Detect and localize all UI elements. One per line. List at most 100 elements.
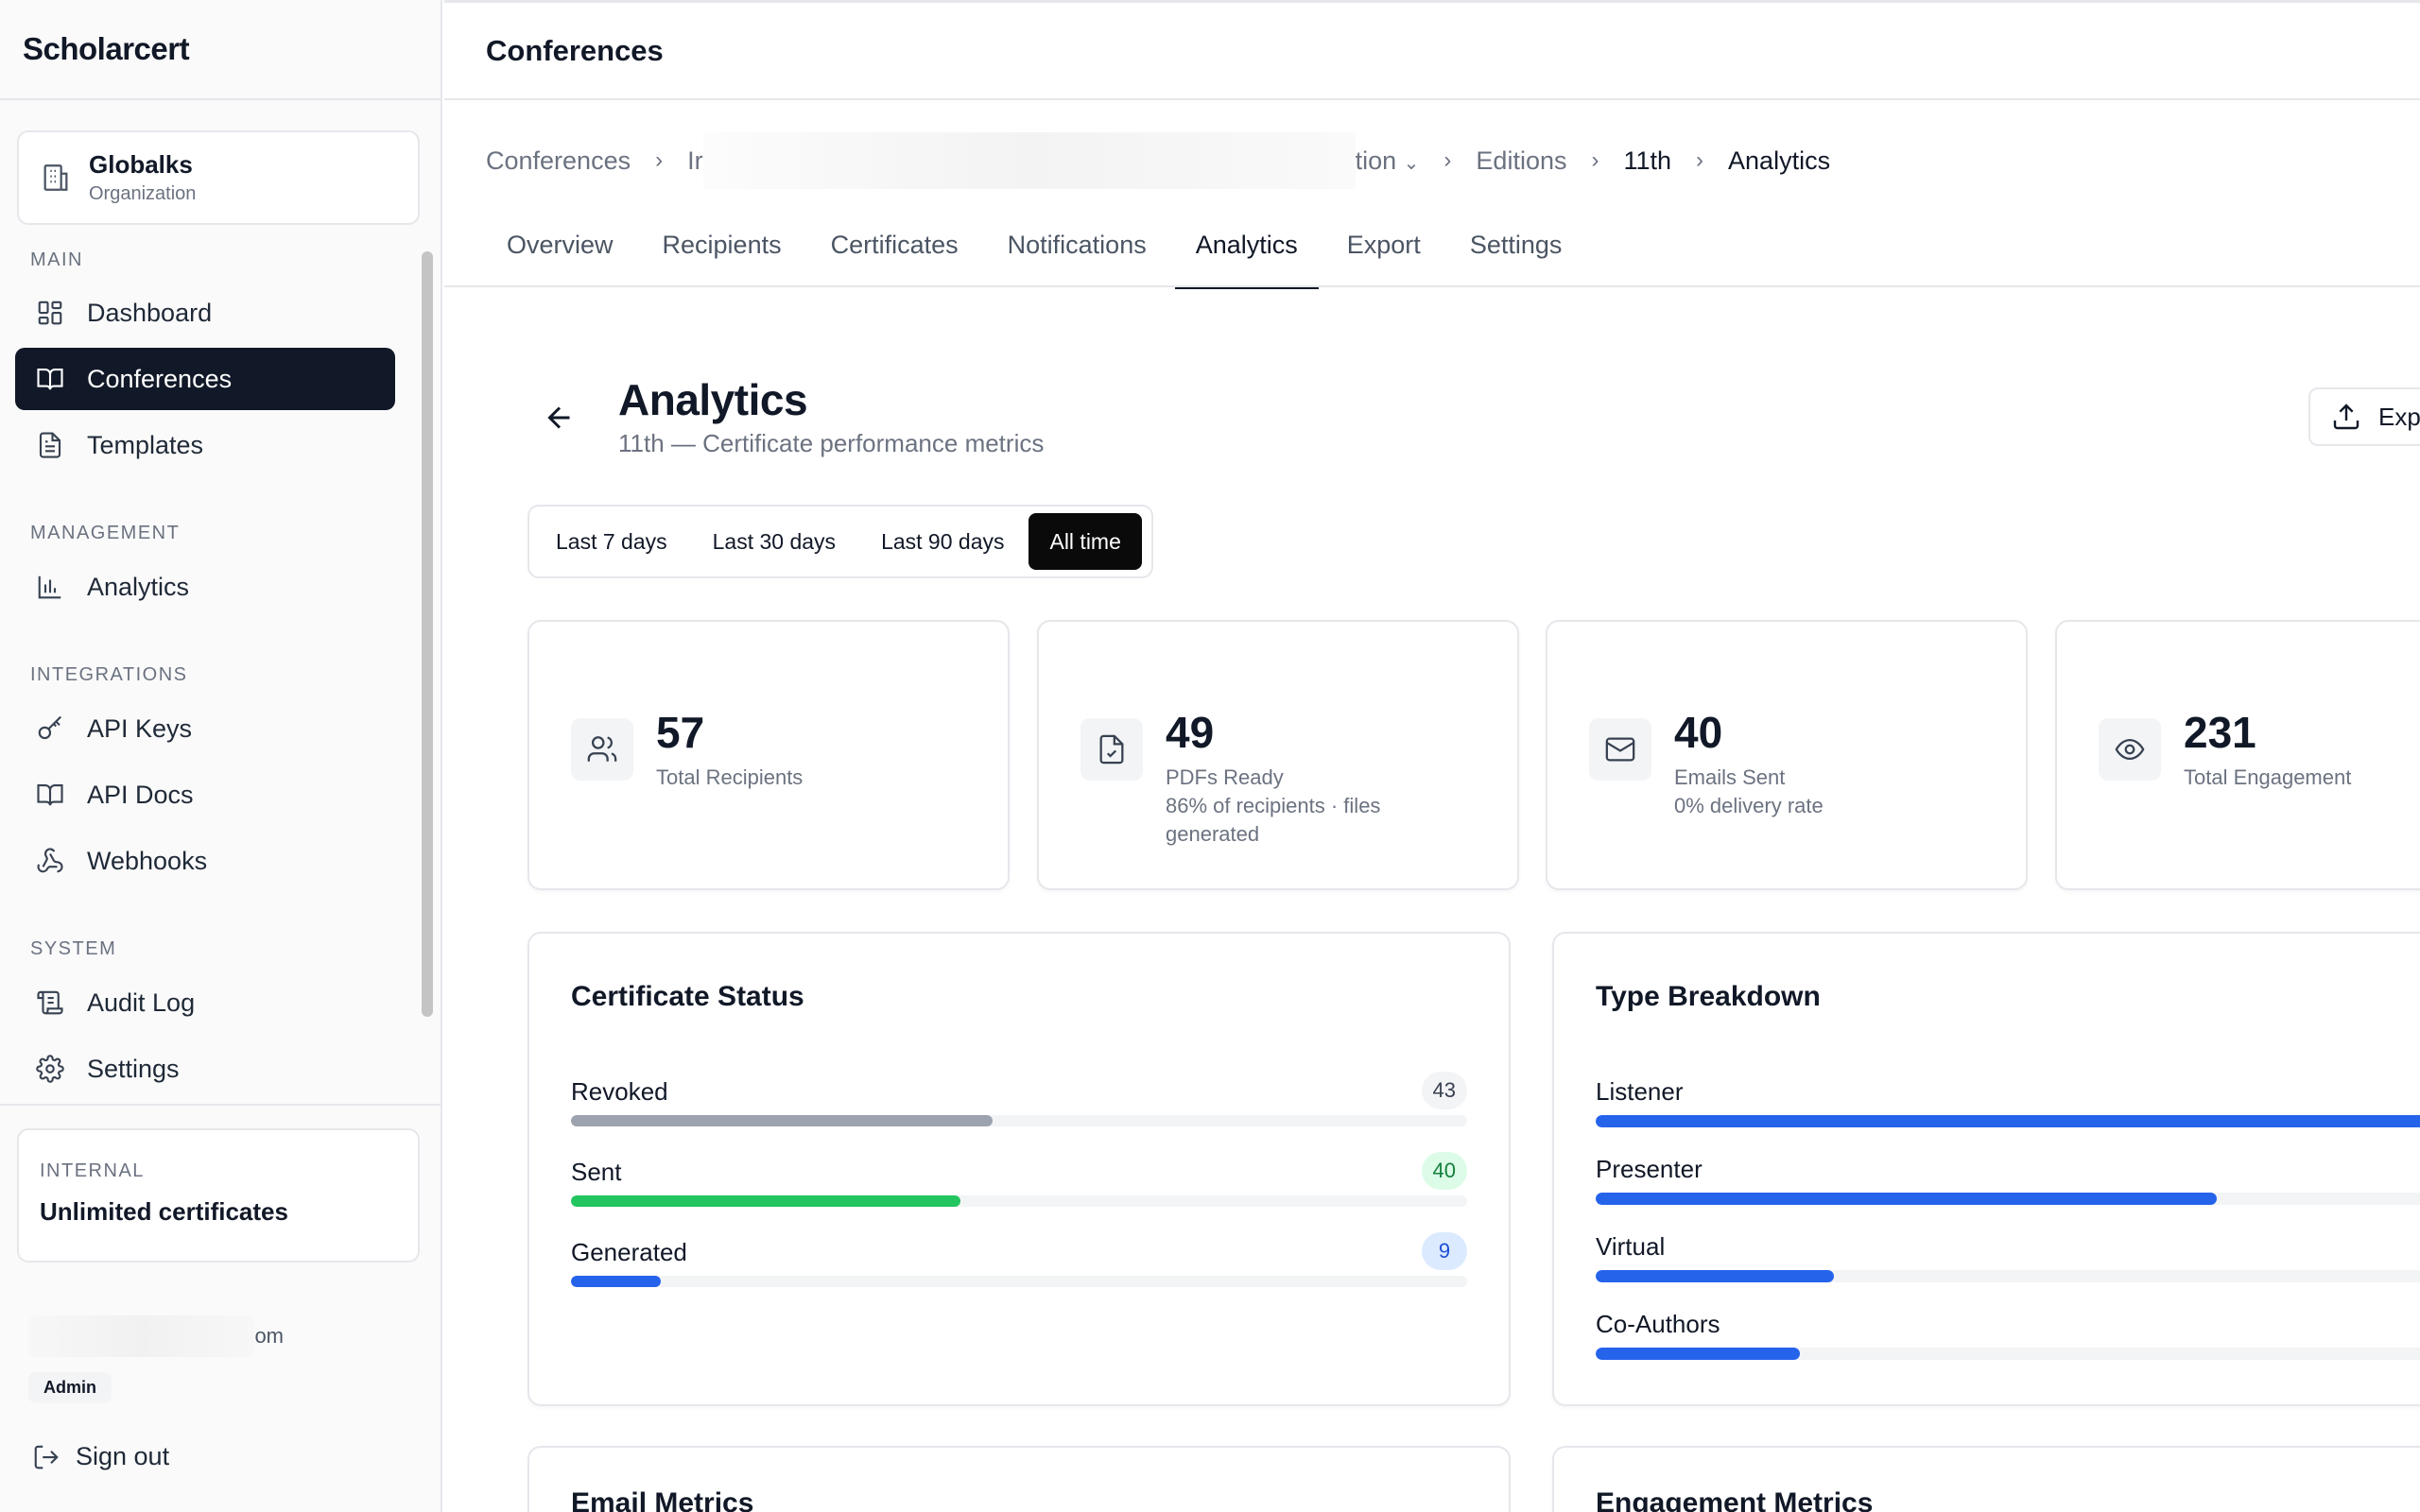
tab-export[interactable]: Export — [1346, 231, 1421, 259]
tabs-divider — [444, 285, 2420, 287]
sidebar-item-label: Webhooks — [87, 846, 208, 875]
breadcrumb-item-edition-dropdown[interactable]: tion ⌄ — [1355, 146, 1420, 175]
upload-icon — [2333, 404, 2360, 430]
section-label-management: MANAGEMENT — [30, 523, 181, 543]
back-arrow-icon[interactable] — [543, 401, 577, 435]
sidebar-item-api-keys[interactable]: API Keys — [15, 697, 395, 760]
export-button[interactable]: Exp — [2308, 387, 2420, 446]
range-last-90-days[interactable]: Last 90 days — [881, 528, 1005, 554]
type-row-virtual: Virtual — [1596, 1232, 2420, 1282]
status-progress-track — [571, 1195, 1467, 1207]
export-label: Exp — [2378, 402, 2420, 431]
status-row-revoked: Revoked 43 — [571, 1072, 1467, 1126]
panel-title: Type Breakdown — [1596, 981, 1821, 1012]
building-icon — [43, 164, 68, 191]
status-progress-track — [571, 1115, 1467, 1126]
redacted-breadcrumb — [702, 132, 1356, 189]
role-badge: Admin — [28, 1372, 112, 1403]
tab-bar: Overview Recipients Certificates Notific… — [486, 214, 1590, 289]
brand-logo[interactable]: Scholarcert — [0, 0, 441, 100]
status-row-sent: Sent 40 — [571, 1152, 1467, 1207]
chevron-right-icon: › — [1443, 147, 1452, 173]
sidebar-item-dashboard[interactable]: Dashboard — [15, 282, 395, 344]
type-progress-track — [1596, 1270, 2420, 1282]
status-count-badge: 9 — [1422, 1232, 1467, 1270]
sidebar-item-analytics[interactable]: Analytics — [15, 556, 395, 618]
bar-chart-icon — [38, 576, 61, 599]
status-count-badge: 40 — [1421, 1152, 1467, 1190]
status-label: Generated — [571, 1238, 687, 1266]
chevron-right-icon: › — [1591, 147, 1599, 173]
status-progress-fill — [571, 1195, 961, 1207]
range-all-time[interactable]: All time — [1028, 513, 1142, 570]
sidebar-item-webhooks[interactable]: Webhooks — [15, 830, 395, 892]
type-label: Presenter — [1596, 1155, 1703, 1183]
org-switcher[interactable]: Globalks Organization — [17, 130, 420, 225]
email-metrics-panel: Email Metrics — [527, 1446, 1511, 1512]
sidebar-item-settings[interactable]: Settings — [15, 1038, 395, 1100]
sidebar-item-label: Audit Log — [87, 988, 196, 1017]
org-type: Organization — [89, 183, 197, 204]
sidebar-item-conferences[interactable]: Conferences — [15, 348, 395, 410]
stat-value: 57 — [656, 708, 705, 757]
stat-card-pdfs-ready: 49 PDFs Ready 86% of recipients · files … — [1037, 620, 1519, 890]
header: Conferences — [444, 0, 2420, 100]
org-name: Globalks — [89, 150, 193, 179]
breadcrumb-item-edition[interactable]: 11th — [1623, 146, 1672, 175]
panel-title: Engagement Metrics — [1596, 1487, 1874, 1512]
eye-icon — [2099, 718, 2161, 781]
gear-icon — [36, 1055, 64, 1083]
tab-recipients[interactable]: Recipients — [662, 231, 782, 259]
type-progress-fill — [1596, 1115, 2420, 1127]
page-subtitle: 11th — Certificate performance metrics — [618, 429, 1045, 457]
scroll-icon — [37, 990, 63, 1015]
breadcrumb: Conferences › Ir tion ⌄ › Editions › 11t… — [486, 132, 1831, 189]
webhook-icon — [37, 848, 63, 873]
type-row-listener: Listener — [1596, 1077, 2420, 1127]
breadcrumb-item-conferences[interactable]: Conferences — [486, 146, 631, 175]
type-progress-fill — [1596, 1348, 1800, 1360]
stat-card-total-recipients: 57 Total Recipients — [527, 620, 1010, 890]
sidebar-item-api-docs[interactable]: API Docs — [15, 764, 395, 826]
sidebar-item-label: API Keys — [87, 713, 193, 743]
tab-overview[interactable]: Overview — [507, 231, 614, 259]
range-last-7-days[interactable]: Last 7 days — [556, 528, 667, 554]
user-email: om — [28, 1312, 284, 1361]
certificate-status-panel: Certificate Status Revoked 43 Sent 40 Genera… — [527, 932, 1511, 1406]
sign-out-button[interactable]: Sign out — [32, 1442, 169, 1471]
users-icon — [571, 718, 633, 781]
breadcrumb-item-conference[interactable]: Ir — [687, 146, 703, 175]
stat-value: 49 — [1166, 708, 1215, 757]
sidebar-scrollbar[interactable] — [422, 251, 433, 1017]
type-progress-track — [1596, 1348, 2420, 1360]
sign-out-label: Sign out — [76, 1442, 170, 1470]
sidebar-item-templates[interactable]: Templates — [15, 414, 395, 476]
tab-analytics[interactable]: Analytics — [1174, 214, 1319, 289]
sidebar-item-label: Settings — [87, 1054, 180, 1083]
status-label: Revoked — [571, 1077, 668, 1106]
grid-icon — [38, 301, 62, 325]
sidebar-item-label: Analytics — [87, 572, 190, 601]
type-breakdown-panel: Type Breakdown Listener Presenter Virtual C… — [1552, 932, 2420, 1406]
type-progress-fill — [1596, 1193, 2217, 1205]
tab-settings[interactable]: Settings — [1469, 231, 1563, 259]
tab-certificates[interactable]: Certificates — [830, 231, 959, 259]
breadcrumb-item-current: Analytics — [1728, 146, 1831, 175]
book-icon — [37, 368, 63, 390]
status-progress-track — [571, 1276, 1467, 1287]
stat-value: 231 — [2184, 708, 2256, 757]
range-last-30-days[interactable]: Last 30 days — [712, 528, 837, 554]
sidebar-item-audit-log[interactable]: Audit Log — [15, 971, 395, 1034]
chevron-right-icon: › — [1696, 147, 1704, 173]
breadcrumb-item-editions[interactable]: Editions — [1476, 146, 1567, 175]
plan-label: INTERNAL — [40, 1160, 145, 1181]
book-icon — [37, 783, 63, 806]
tab-notifications[interactable]: Notifications — [1007, 231, 1147, 259]
panel-title: Certificate Status — [571, 981, 804, 1012]
type-label: Listener — [1596, 1077, 1684, 1106]
sidebar-item-label: Dashboard — [87, 298, 213, 327]
chevron-right-icon: › — [655, 147, 664, 173]
mail-icon — [1589, 718, 1651, 781]
stat-card-emails-sent: 40 Emails Sent 0% delivery rate — [1546, 620, 2028, 890]
plan-card: INTERNAL Unlimited certificates — [17, 1128, 420, 1263]
